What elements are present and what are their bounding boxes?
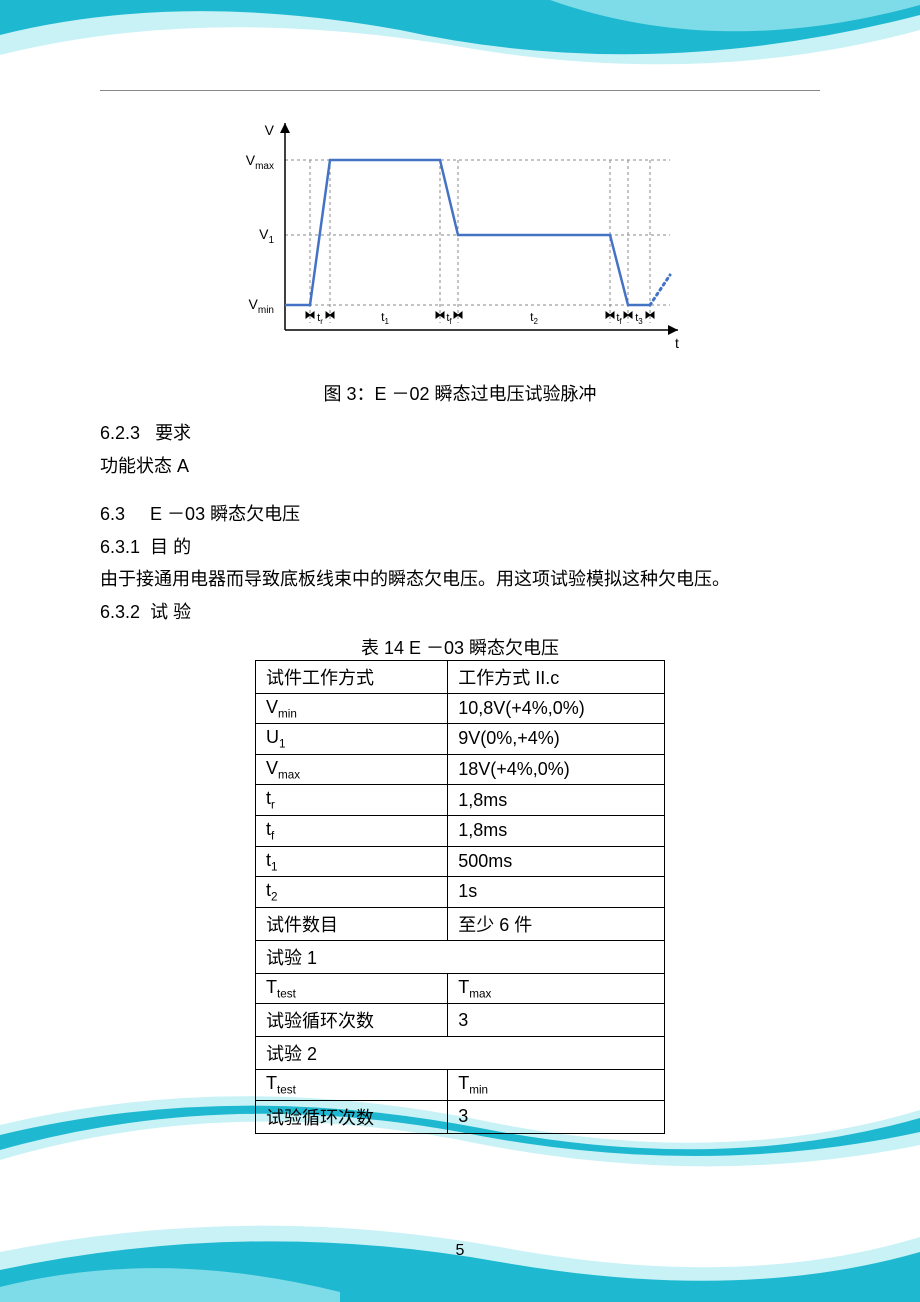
table-cell-val: 1,8ms (448, 785, 665, 816)
table-cell-key: t2 (256, 877, 448, 908)
sec-6-2-3: 6.2.3 要求 (100, 418, 820, 449)
svg-text:Vmax: Vmax (246, 152, 274, 172)
svg-text:tr: tr (317, 312, 323, 326)
sec-6-3-2: 6.3.2 试 验 (100, 597, 820, 628)
table-cell-val: 9V(0%,+4%) (448, 724, 665, 755)
table-cell-val: 3 (448, 1004, 665, 1037)
page-number: 5 (0, 1242, 920, 1260)
sec-num: 6.3.1 (100, 537, 140, 557)
table-cell-key: Ttest (256, 1070, 448, 1101)
figure-caption: 图 3：E －02 瞬态过电压试验脉冲 (100, 380, 820, 406)
sec-title: 目 的 (150, 537, 191, 557)
table-cell-val: 18V(+4%,0%) (448, 754, 665, 785)
table-cell-key: 试验循环次数 (256, 1004, 448, 1037)
table-cell-span: 试验 2 (256, 1037, 665, 1070)
svg-text:t2: t2 (530, 310, 538, 326)
top-rule (100, 90, 820, 91)
svg-text:t1: t1 (381, 310, 389, 326)
page-content: V Vmax V1 Vmin tr t1 tf t2 tf t3 t 图 3： (100, 90, 820, 1134)
table-cell-val: 至少 6 件 (448, 907, 665, 940)
table-cell-key: 试验循环次数 (256, 1100, 448, 1133)
table-row: 试验 1 (256, 940, 665, 973)
table-cell-val: 500ms (448, 846, 665, 877)
table-row: tr1,8ms (256, 785, 665, 816)
table-cell-val: 3 (448, 1100, 665, 1133)
table-cell-key: tr (256, 785, 448, 816)
table-row: TtestTmin (256, 1070, 665, 1101)
sec-num: 6.2.3 (100, 423, 140, 443)
table-cell-key: Ttest (256, 973, 448, 1004)
svg-text:Vmin: Vmin (249, 296, 274, 316)
svg-text:t: t (675, 335, 679, 351)
sec-title: E －03 瞬态欠电压 (150, 504, 300, 524)
sec-6-3-1: 6.3.1 目 的 (100, 532, 820, 563)
table-cell-val: Tmax (448, 973, 665, 1004)
svg-text:V: V (265, 122, 275, 138)
sec-6-3: 6.3 E －03 瞬态欠电压 (100, 499, 820, 530)
table-cell-val: Tmin (448, 1070, 665, 1101)
sec-6-2-3-body: 功能状态 A (100, 451, 820, 482)
sec-6-3-1-body: 由于接通用电器而导致底板线束中的瞬态欠电压。用这项试验模拟这种欠电压。 (100, 564, 820, 595)
table-cell-key: U1 (256, 724, 448, 755)
table-row: tf1,8ms (256, 815, 665, 846)
table-caption: 表 14 E －03 瞬态欠电压 (100, 634, 820, 660)
svg-text:t3: t3 (635, 312, 643, 326)
table-cell-val: 1s (448, 877, 665, 908)
table-cell-key: Vmax (256, 754, 448, 785)
table-row: U19V(0%,+4%) (256, 724, 665, 755)
table-row: 试验循环次数3 (256, 1100, 665, 1133)
table-row: Vmin10,8V(+4%,0%) (256, 693, 665, 724)
table-row: t21s (256, 877, 665, 908)
table-row: 试件工作方式工作方式 II.c (256, 660, 665, 693)
table-cell-key: tf (256, 815, 448, 846)
table-cell-key: t1 (256, 846, 448, 877)
table-cell-val: 1,8ms (448, 815, 665, 846)
sec-num: 6.3.2 (100, 602, 140, 622)
sec-num: 6.3 (100, 504, 125, 524)
table-cell-val: 10,8V(+4%,0%) (448, 693, 665, 724)
svg-text:tf: tf (616, 312, 622, 326)
table-cell-key: Vmin (256, 693, 448, 724)
params-table: 试件工作方式工作方式 II.cVmin10,8V(+4%,0%)U19V(0%,… (255, 660, 665, 1134)
table-cell-key: 试件工作方式 (256, 660, 448, 693)
table-row: 试验循环次数3 (256, 1004, 665, 1037)
table-cell-val: 工作方式 II.c (448, 660, 665, 693)
svg-text:tf: tf (446, 312, 452, 326)
table-row: 试验 2 (256, 1037, 665, 1070)
table-row: 试件数目至少 6 件 (256, 907, 665, 940)
table-cell-key: 试件数目 (256, 907, 448, 940)
svg-text:V1: V1 (259, 226, 274, 246)
table-cell-span: 试验 1 (256, 940, 665, 973)
table-row: Vmax18V(+4%,0%) (256, 754, 665, 785)
sec-title: 试 验 (150, 602, 191, 622)
table-row: t1500ms (256, 846, 665, 877)
pulse-chart: V Vmax V1 Vmin tr t1 tf t2 tf t3 t (230, 105, 690, 370)
sec-title: 要求 (155, 423, 191, 443)
table-row: TtestTmax (256, 973, 665, 1004)
